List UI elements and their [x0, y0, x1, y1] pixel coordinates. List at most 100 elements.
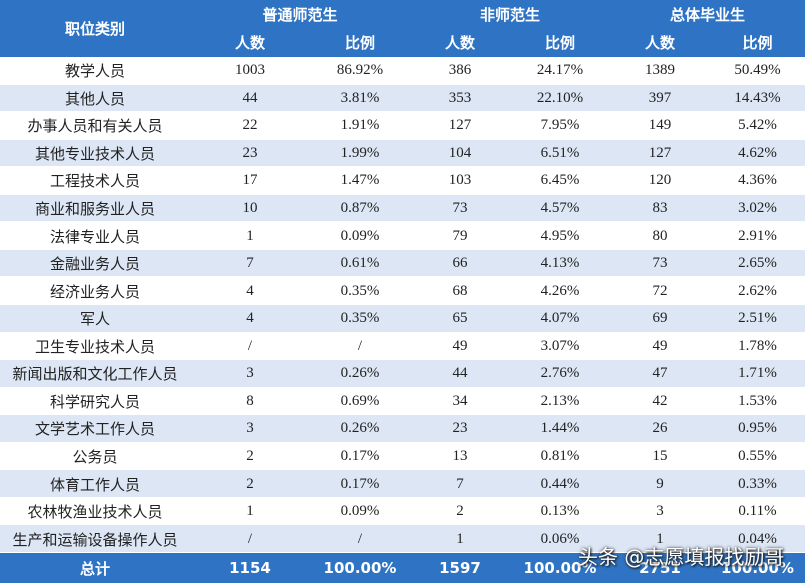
header-band [0, 0, 805, 57]
cell-value: / [247, 337, 253, 354]
row-label: 体育工作人员 [49, 477, 140, 494]
cell-value: 79 [452, 227, 468, 244]
cell-value: 7.95% [540, 117, 580, 134]
sub-header: 人数 [234, 34, 265, 52]
cell-value: 23 [452, 420, 468, 437]
cell-value: 83 [652, 200, 668, 217]
row-band [0, 112, 805, 139]
cell-value: 0.61% [340, 255, 380, 272]
cell-value: 23 [242, 144, 258, 161]
cell-value: 42 [652, 392, 668, 409]
cell-value: 1 [456, 530, 464, 547]
cell-value: 50.49% [734, 62, 781, 79]
cell-value: 1.53% [738, 392, 777, 409]
cell-value: 0.26% [340, 420, 380, 437]
row-band [0, 497, 805, 525]
row-band [0, 305, 805, 332]
cell-value: 24.17% [536, 62, 584, 79]
cell-value: 3 [246, 365, 254, 382]
cell-value: 72 [652, 282, 668, 299]
row-band [0, 167, 805, 194]
cell-value: 1.78% [738, 337, 777, 354]
row-label: 商业和服务业人员 [34, 202, 155, 219]
total-value: 1597 [439, 559, 481, 577]
cell-value: 0.55% [738, 448, 777, 465]
cell-value: 1.91% [340, 117, 380, 134]
cell-value: 104 [448, 144, 472, 161]
cell-value: 0.81% [540, 448, 580, 465]
cell-value: 0.95% [738, 420, 777, 437]
category-header: 职位类别 [64, 20, 125, 38]
cell-value: 73 [452, 200, 468, 217]
cell-value: 2.91% [738, 227, 777, 244]
cell-value: 15 [652, 448, 668, 465]
row-label: 教学人员 [64, 64, 125, 81]
row-band [0, 249, 805, 277]
cell-value: 26 [652, 420, 668, 437]
cell-value: 127 [448, 117, 472, 134]
cell-value: 2 [246, 475, 254, 492]
cell-value: / [357, 530, 363, 547]
cell-value: 22.10% [536, 89, 584, 106]
cell-value: 4.07% [540, 310, 580, 327]
total-value: 100.00% [523, 559, 597, 577]
cell-value: 80 [652, 227, 668, 244]
cell-value: 2.51% [738, 310, 777, 327]
cell-value: 4 [246, 282, 254, 299]
cell-value: 49 [452, 337, 468, 354]
cell-value: 66 [452, 255, 468, 272]
cell-value: 7 [246, 255, 254, 272]
row-label: 法律专业人员 [49, 229, 140, 246]
sub-header: 比例 [544, 34, 575, 52]
cell-value: 0.09% [340, 227, 380, 244]
sub-header: 比例 [344, 34, 375, 52]
row-band [0, 332, 805, 360]
cell-value: 3 [246, 420, 254, 437]
row-band [0, 194, 805, 222]
cell-value: 0.09% [340, 503, 380, 520]
cell-value: 13 [452, 448, 468, 465]
cell-value: 2 [246, 448, 254, 465]
cell-value: 6.51% [540, 144, 580, 161]
cell-value: 6.45% [540, 172, 580, 189]
row-label: 生产和运输设备操作人员 [12, 532, 178, 549]
cell-value: 0.33% [738, 475, 777, 492]
cell-value: 0.26% [340, 365, 380, 382]
sub-header: 比例 [742, 34, 773, 52]
total-label: 总计 [79, 559, 110, 578]
cell-value: 1003 [235, 62, 265, 79]
cell-value: 4.57% [540, 200, 580, 217]
cell-value: 4.26% [540, 282, 580, 299]
cell-value: 8 [246, 392, 254, 409]
cell-value: 49 [652, 337, 668, 354]
row-band [0, 387, 805, 415]
cell-value: 69 [652, 310, 668, 327]
cell-value: 1 [246, 503, 254, 520]
row-label: 其他专业技术人员 [34, 146, 155, 163]
cell-value: 353 [448, 89, 472, 106]
cell-value: 2.62% [738, 282, 777, 299]
cell-value: 0.11% [738, 503, 777, 520]
cell-value: 44 [242, 89, 258, 106]
group-header: 总体毕业生 [669, 6, 745, 24]
total-band [0, 553, 805, 583]
cell-value: 0.35% [340, 282, 380, 299]
row-label: 文学艺术工作人员 [34, 422, 155, 439]
row-band [0, 84, 805, 112]
row-label: 农林牧渔业技术人员 [27, 505, 163, 522]
cell-value: 17 [242, 172, 258, 189]
cell-value: 1389 [645, 62, 675, 79]
cell-value: / [247, 530, 253, 547]
row-label: 其他人员 [64, 91, 125, 108]
row-band [0, 360, 805, 387]
row-band [0, 139, 805, 167]
cell-value: 0.69% [340, 392, 380, 409]
cell-value: 149 [648, 117, 672, 134]
watermark: 头条 @志愿填报找励哥 [578, 545, 785, 569]
cell-value: 3.07% [540, 337, 580, 354]
row-band [0, 57, 805, 84]
cell-value: 4.62% [738, 144, 777, 161]
row-label: 经济业务人员 [49, 284, 140, 301]
row-band [0, 222, 805, 249]
row-label: 新闻出版和文化工作人员 [12, 367, 178, 384]
